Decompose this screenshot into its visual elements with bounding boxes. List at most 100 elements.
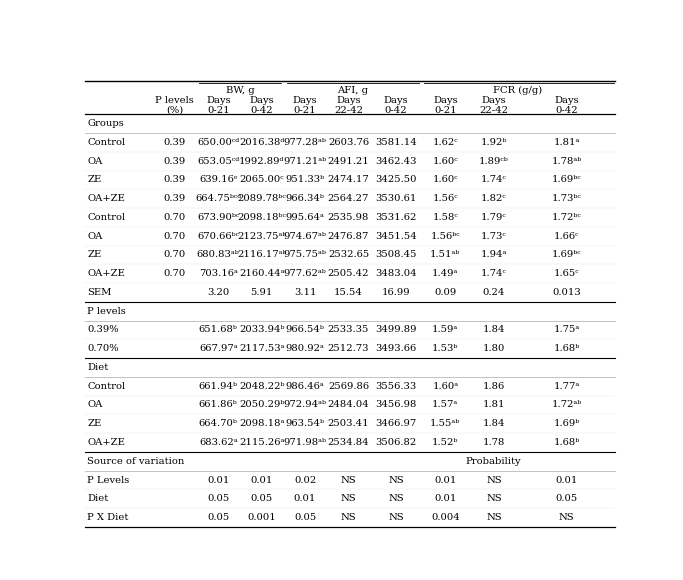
Text: NS: NS xyxy=(388,494,404,503)
Text: 995.64ᵃ: 995.64ᵃ xyxy=(285,213,324,222)
Text: 0.70%: 0.70% xyxy=(87,344,119,353)
Text: 1.80: 1.80 xyxy=(483,344,505,353)
Text: Days
0-42: Days 0-42 xyxy=(249,96,274,115)
Text: 1.86: 1.86 xyxy=(483,382,505,391)
Text: 0.02: 0.02 xyxy=(294,476,316,484)
Text: 1.81ᵃ: 1.81ᵃ xyxy=(553,138,580,147)
Text: OA: OA xyxy=(87,231,103,241)
Text: NS: NS xyxy=(388,476,404,484)
Text: 0.39: 0.39 xyxy=(164,138,186,147)
Text: Control: Control xyxy=(87,382,126,391)
Text: 963.54ᵇ: 963.54ᵇ xyxy=(285,419,324,428)
Text: 2160.44ᵃ: 2160.44ᵃ xyxy=(239,269,284,278)
Text: NS: NS xyxy=(341,494,357,503)
Text: 0.39: 0.39 xyxy=(164,157,186,166)
Text: 0.01: 0.01 xyxy=(207,476,229,484)
Text: 1.84: 1.84 xyxy=(483,419,505,428)
Text: 2116.17ᵃᵇ: 2116.17ᵃᵇ xyxy=(237,251,286,259)
Text: 1.78: 1.78 xyxy=(483,438,505,447)
Text: 683.62ᵃ: 683.62ᵃ xyxy=(199,438,238,447)
Text: 977.62ᵃᵇ: 977.62ᵃᵇ xyxy=(283,269,326,278)
Text: 1.89ᶜᵇ: 1.89ᶜᵇ xyxy=(479,157,509,166)
Text: 977.28ᵃᵇ: 977.28ᵃᵇ xyxy=(283,138,326,147)
Text: 1.52ᵇ: 1.52ᵇ xyxy=(432,438,458,447)
Text: 0.70: 0.70 xyxy=(164,269,186,278)
Text: P levels: P levels xyxy=(87,307,126,316)
Text: 3466.97: 3466.97 xyxy=(376,419,417,428)
Text: 1.78ᵃᵇ: 1.78ᵃᵇ xyxy=(551,157,582,166)
Text: 1.51ᵃᵇ: 1.51ᵃᵇ xyxy=(430,251,460,259)
Text: 0.70: 0.70 xyxy=(164,251,186,259)
Text: 664.70ᵇ: 664.70ᵇ xyxy=(199,419,238,428)
Text: 0.39%: 0.39% xyxy=(87,325,119,335)
Text: 650.00ᶜᵈ: 650.00ᶜᵈ xyxy=(197,138,239,147)
Text: 0.39: 0.39 xyxy=(164,175,186,184)
Text: 1.72ᵇᶜ: 1.72ᵇᶜ xyxy=(552,213,581,222)
Text: 1.79ᶜ: 1.79ᶜ xyxy=(481,213,507,222)
Text: NS: NS xyxy=(341,513,357,522)
Text: 2512.73: 2512.73 xyxy=(328,344,370,353)
Text: 974.67ᵃᵇ: 974.67ᵃᵇ xyxy=(283,231,326,241)
Text: 1.94ᵃ: 1.94ᵃ xyxy=(481,251,507,259)
Text: 1.65ᶜ: 1.65ᶜ xyxy=(554,269,579,278)
Text: 980.92ᵃ: 980.92ᵃ xyxy=(285,344,324,353)
Text: OA: OA xyxy=(87,157,103,166)
Text: 0.70: 0.70 xyxy=(164,213,186,222)
Text: P X Diet: P X Diet xyxy=(87,513,129,522)
Text: 673.90ᵇᶜ: 673.90ᵇᶜ xyxy=(197,213,239,222)
Text: 1.59ᵃ: 1.59ᵃ xyxy=(432,325,458,335)
Text: 1.60ᶜ: 1.60ᶜ xyxy=(432,157,458,166)
Text: 2117.53ᵃ: 2117.53ᵃ xyxy=(239,344,284,353)
Text: 0.05: 0.05 xyxy=(294,513,316,522)
Text: 1.74ᶜ: 1.74ᶜ xyxy=(481,269,507,278)
Text: 2532.65: 2532.65 xyxy=(328,251,369,259)
Text: ZE: ZE xyxy=(87,175,102,184)
Text: 680.83ᵃᵇ: 680.83ᵃᵇ xyxy=(197,251,240,259)
Text: 1.53ᵇ: 1.53ᵇ xyxy=(432,344,458,353)
Text: 1.77ᵃ: 1.77ᵃ xyxy=(553,382,580,391)
Text: 971.21ᵃᵇ: 971.21ᵃᵇ xyxy=(283,157,326,166)
Text: 1.92ᵇ: 1.92ᵇ xyxy=(481,138,507,147)
Text: 3451.54: 3451.54 xyxy=(375,231,417,241)
Text: Days
22-42: Days 22-42 xyxy=(334,96,363,115)
Text: Source of variation: Source of variation xyxy=(87,457,185,466)
Text: 0.01: 0.01 xyxy=(294,494,316,503)
Text: 2474.17: 2474.17 xyxy=(328,175,370,184)
Text: 15.54: 15.54 xyxy=(334,288,363,297)
Text: 1.69ᵇ: 1.69ᵇ xyxy=(553,419,580,428)
Text: 1.81: 1.81 xyxy=(483,401,505,409)
Text: 3556.33: 3556.33 xyxy=(376,382,417,391)
Text: 1.57ᵃ: 1.57ᵃ xyxy=(432,401,458,409)
Text: 2569.86: 2569.86 xyxy=(328,382,369,391)
Text: 0.24: 0.24 xyxy=(483,288,505,297)
Text: 1.72ᵃᵇ: 1.72ᵃᵇ xyxy=(551,401,582,409)
Text: 0.70: 0.70 xyxy=(164,231,186,241)
Text: 3493.66: 3493.66 xyxy=(376,344,417,353)
Text: 3456.98: 3456.98 xyxy=(376,401,417,409)
Text: NS: NS xyxy=(559,513,574,522)
Text: Diet: Diet xyxy=(87,494,109,503)
Text: 1.73ᵇᶜ: 1.73ᵇᶜ xyxy=(552,194,581,203)
Text: 3581.14: 3581.14 xyxy=(375,138,417,147)
Text: 2503.41: 2503.41 xyxy=(328,419,370,428)
Text: 2098.18ᵃ: 2098.18ᵃ xyxy=(239,419,284,428)
Text: 703.16ᵃ: 703.16ᵃ xyxy=(199,269,238,278)
Text: 1.82ᶜ: 1.82ᶜ xyxy=(481,194,507,203)
Text: 661.94ᵇ: 661.94ᵇ xyxy=(199,382,238,391)
Text: 661.86ᵇ: 661.86ᵇ xyxy=(199,401,238,409)
Text: FCR (g/g): FCR (g/g) xyxy=(494,86,543,95)
Text: Days
22-42: Days 22-42 xyxy=(479,96,509,115)
Text: 2564.27: 2564.27 xyxy=(328,194,369,203)
Text: 1.68ᵇ: 1.68ᵇ xyxy=(553,344,580,353)
Text: 1.58ᶜ: 1.58ᶜ xyxy=(432,213,458,222)
Text: 2535.98: 2535.98 xyxy=(328,213,369,222)
Text: 1.56ᵇᶜ: 1.56ᵇᶜ xyxy=(430,231,460,241)
Text: 2033.94ᵇ: 2033.94ᵇ xyxy=(239,325,284,335)
Text: Days
0-21: Days 0-21 xyxy=(293,96,318,115)
Text: 670.66ᵇᶜ: 670.66ᵇᶜ xyxy=(197,231,239,241)
Text: 1.60ᶜ: 1.60ᶜ xyxy=(432,175,458,184)
Text: OA: OA xyxy=(87,401,103,409)
Text: 3508.45: 3508.45 xyxy=(376,251,417,259)
Text: 1.73ᶜ: 1.73ᶜ xyxy=(481,231,507,241)
Text: 3.11: 3.11 xyxy=(294,288,316,297)
